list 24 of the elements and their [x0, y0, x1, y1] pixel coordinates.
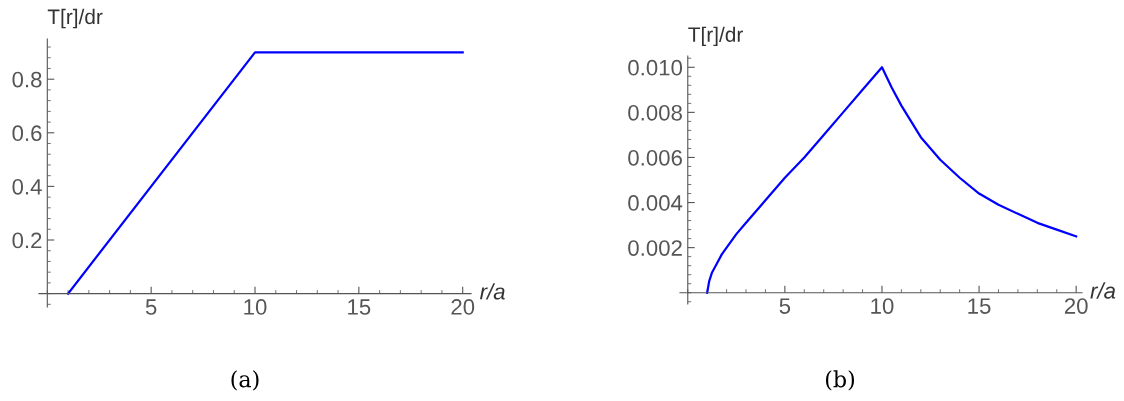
x-tick-label: 20: [451, 299, 475, 315]
y-tick-label: 0.006: [628, 149, 682, 166]
x-tick-label: 5: [145, 299, 157, 315]
y-tick-label: 0.6: [12, 125, 42, 142]
y-tick-label: 0.2: [12, 232, 42, 249]
y-tick-label: 0.004: [628, 195, 683, 211]
y-tick-label: 0.4: [12, 178, 42, 195]
y-tick-label: 0.002: [628, 240, 682, 256]
text: (a): [231, 370, 259, 391]
y-axis-title: T[r]/dr: [688, 26, 743, 47]
y-tick-label: 0.008: [628, 104, 682, 121]
text: (b): [825, 370, 855, 391]
line-series: [706, 66, 1078, 294]
y-tick-label: 0.8: [12, 71, 42, 88]
x-tick-label: 15: [968, 298, 991, 314]
x-axis-title: r/a: [480, 283, 505, 300]
x-tick-label: 15: [348, 299, 371, 315]
x-tick-label: 5: [779, 298, 791, 314]
x-tick-label: 10: [871, 298, 894, 314]
x-axis-title: r/a: [1090, 282, 1116, 299]
y-axis-title: T[r]/dr: [47, 8, 103, 29]
x-tick-label: 20: [1064, 298, 1088, 314]
y-tick-label: 0.010: [628, 59, 683, 76]
x-tick-label: 10: [244, 299, 267, 315]
